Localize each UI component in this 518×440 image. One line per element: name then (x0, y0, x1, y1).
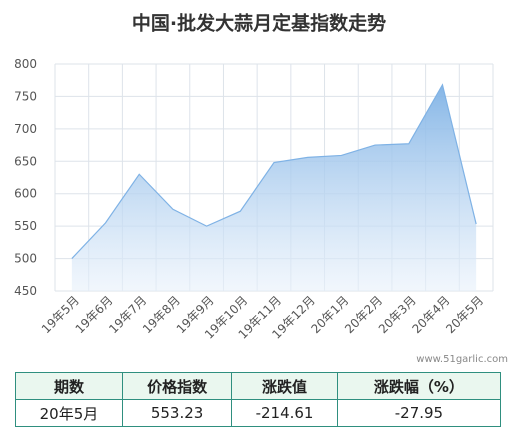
chart-title: 中国·批发大蒜月定基指数走势 (132, 12, 386, 35)
y-tick-label: 650 (14, 154, 37, 168)
y-tick-label: 550 (14, 219, 37, 233)
y-tick-label: 750 (14, 89, 37, 103)
cell: 553.23 (121, 399, 233, 427)
chart: 中国·批发大蒜月定基指数走势 www.51garlic.com 450 500 55… (14, 12, 508, 366)
area (71, 84, 477, 291)
header-cell: 涨跌值 (231, 372, 338, 400)
header-cell: 价格指数 (121, 372, 233, 400)
header-cell: 涨跌幅（%） (336, 372, 502, 400)
y-tick-label: 500 (14, 252, 37, 266)
summary-table: 期数 价格指数 涨跌值 涨跌幅（%） 20年5月 553.23 -214.61 … (15, 372, 502, 427)
x-tick-label: 20年5月 (443, 293, 486, 336)
y-tick-label: 700 (14, 122, 37, 136)
y-tick-label: 800 (14, 57, 37, 71)
y-tick-label: 450 (14, 284, 37, 298)
cell: 20年5月 (15, 399, 123, 427)
cell: -214.61 (231, 399, 338, 427)
header-row: 期数 价格指数 涨跌值 涨跌幅（%） (15, 372, 502, 400)
line (71, 83, 477, 259)
watermark: www.51garlic.com (416, 354, 508, 365)
cell: -27.95 (336, 399, 502, 427)
y-tick-label: 600 (14, 187, 37, 201)
header-cell: 期数 (15, 372, 123, 400)
data-row: 20年5月 553.23 -214.61 -27.95 (15, 399, 502, 427)
